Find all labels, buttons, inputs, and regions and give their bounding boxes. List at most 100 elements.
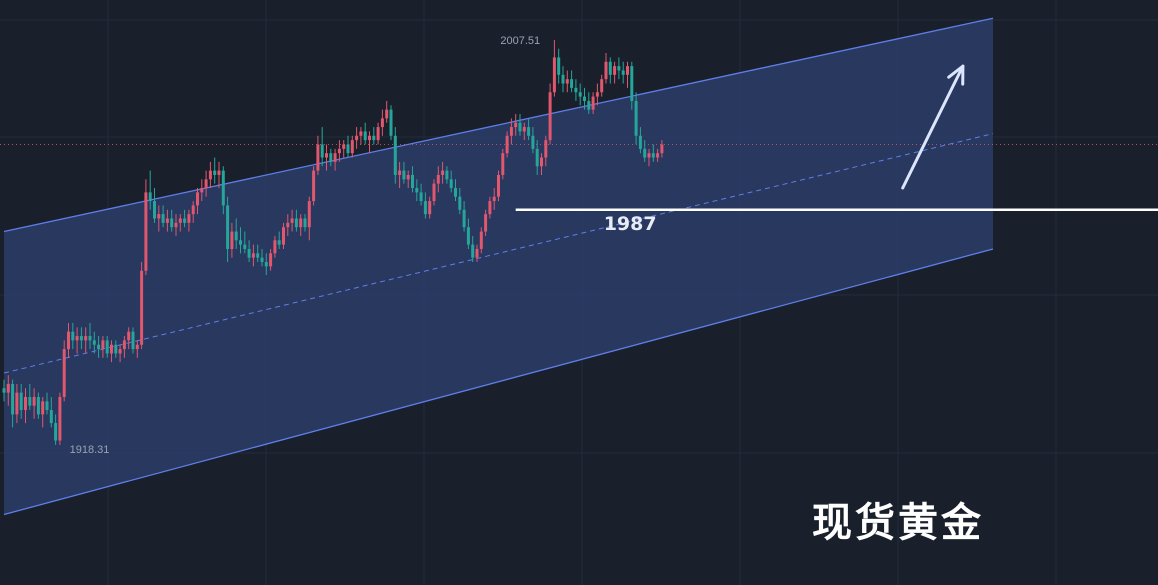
candle-body xyxy=(178,218,182,223)
candle-body xyxy=(84,336,88,341)
candle xyxy=(518,114,522,136)
candle xyxy=(71,322,75,350)
candle xyxy=(626,61,629,88)
candle-body xyxy=(264,262,268,267)
candle-body xyxy=(514,122,518,128)
candle xyxy=(411,166,414,193)
candle-body xyxy=(140,270,144,345)
candle xyxy=(505,131,509,158)
candle xyxy=(277,231,281,249)
candle-body xyxy=(110,344,113,354)
candle xyxy=(256,244,260,263)
candle xyxy=(565,70,569,93)
candle xyxy=(445,166,449,184)
candle xyxy=(389,105,393,141)
candle xyxy=(432,179,436,206)
candle-body xyxy=(355,135,359,141)
candle-body xyxy=(333,153,337,162)
candle xyxy=(522,122,526,141)
candle-body xyxy=(583,96,586,101)
candle-body xyxy=(484,214,488,232)
candle-body xyxy=(393,135,397,175)
candle-body xyxy=(376,127,380,141)
candle-body xyxy=(626,66,629,75)
candle xyxy=(307,196,311,241)
instrument-watermark: 现货黄金 xyxy=(812,499,984,546)
candle-body xyxy=(161,214,165,223)
candle-body xyxy=(131,331,135,350)
candle xyxy=(441,161,445,184)
candle xyxy=(49,396,53,428)
candle-body xyxy=(45,401,49,411)
candle xyxy=(269,248,273,271)
candle-body xyxy=(432,183,436,202)
candle-body xyxy=(565,79,569,84)
candle xyxy=(92,331,96,354)
candle-body xyxy=(273,240,277,254)
candle xyxy=(359,127,363,145)
candle-body xyxy=(316,144,320,171)
candle xyxy=(501,148,505,180)
candle xyxy=(561,66,565,93)
candle xyxy=(595,83,599,106)
candle xyxy=(419,183,423,206)
candle-body xyxy=(290,218,294,223)
candle xyxy=(587,92,591,115)
forecast-arrow-shaft xyxy=(901,64,965,190)
candle xyxy=(406,170,410,189)
candle xyxy=(583,87,586,110)
candle-body xyxy=(613,66,617,75)
candle xyxy=(613,61,617,84)
forecast-arrow-head xyxy=(947,64,965,86)
candle-body xyxy=(97,344,101,350)
candle xyxy=(208,161,212,189)
candle xyxy=(458,188,462,215)
candle xyxy=(570,70,574,93)
candle xyxy=(454,179,457,202)
candle xyxy=(294,209,298,232)
candle xyxy=(105,336,109,358)
candle xyxy=(346,135,350,158)
candle xyxy=(497,170,500,202)
candle xyxy=(479,227,483,254)
candle xyxy=(527,118,531,141)
candle xyxy=(376,122,380,145)
candle xyxy=(337,140,341,162)
candle-body xyxy=(372,135,376,141)
candle xyxy=(290,209,294,232)
candle xyxy=(217,161,221,189)
candle-body xyxy=(651,153,655,158)
candle-body xyxy=(148,192,152,202)
candle-body xyxy=(458,196,462,210)
candle xyxy=(385,100,389,123)
candle-body xyxy=(92,340,96,345)
candle xyxy=(660,140,664,158)
channel-upper-line xyxy=(3,17,994,233)
candle xyxy=(299,214,303,236)
candle xyxy=(118,344,122,363)
candle xyxy=(557,48,561,84)
candle-body xyxy=(234,231,238,241)
candle xyxy=(282,222,285,249)
candle-body xyxy=(58,396,62,441)
candle-body xyxy=(79,336,83,341)
candle xyxy=(178,214,182,232)
candle xyxy=(221,166,225,215)
candle xyxy=(350,135,354,158)
candle-body xyxy=(479,231,483,249)
candle-body xyxy=(561,74,565,84)
candle xyxy=(286,214,290,236)
candle xyxy=(531,127,535,154)
candle xyxy=(28,383,32,411)
candle-body xyxy=(578,92,582,97)
candle-body xyxy=(630,66,634,101)
candle-body xyxy=(406,174,410,180)
candle-body xyxy=(656,153,660,158)
candle-body xyxy=(170,218,174,228)
candle xyxy=(58,392,62,445)
candle-body xyxy=(243,244,247,249)
candle-body xyxy=(312,170,316,202)
candle-body xyxy=(269,253,273,267)
candle xyxy=(608,57,612,84)
candle-body xyxy=(574,87,578,93)
